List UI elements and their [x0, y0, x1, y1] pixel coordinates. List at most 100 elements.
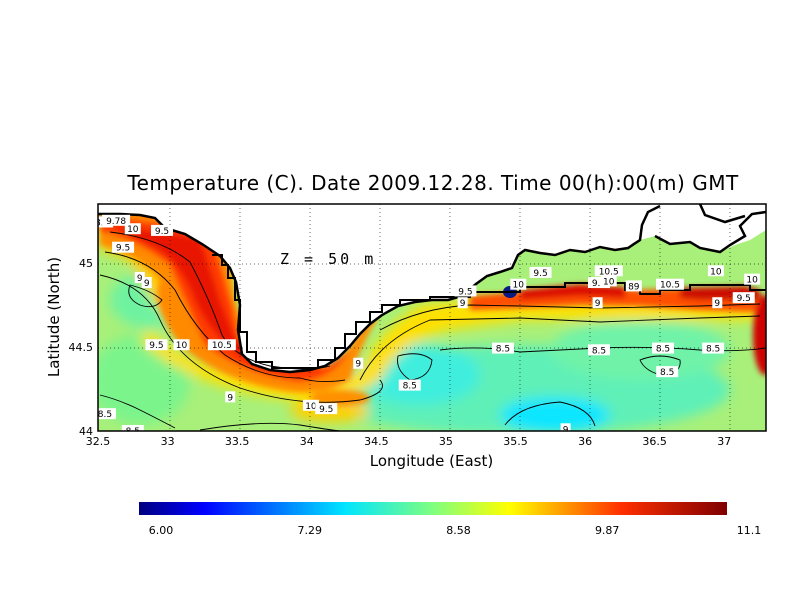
contour-label-text: 10 [305, 402, 317, 412]
colorbar-label: 6.00 [149, 524, 174, 537]
contour-9 [99, 274, 383, 403]
contour-label-bg [302, 399, 319, 411]
contour-label: 8.5 [652, 342, 675, 355]
x-tick-label: 36 [578, 435, 592, 448]
chart-title: Temperature (C). Date 2009.12.28. Time 0… [127, 171, 739, 195]
contour-label: 8.5 [98, 408, 116, 420]
coastline [98, 204, 661, 374]
y-tick-label: 44 [79, 425, 93, 438]
contour-label-bg [225, 391, 236, 403]
colorbar [139, 502, 727, 515]
contour-label-text: 10.5 [660, 281, 680, 291]
contour-label: 8.5 [491, 342, 514, 355]
contour-label: 8.5 [398, 379, 421, 392]
cool-east-band [550, 320, 730, 380]
contour-10 [109, 231, 331, 370]
contour-label: 9 [592, 297, 603, 309]
contour-label-text: 9 [460, 299, 466, 309]
contour-label: 8.5 [656, 366, 679, 378]
contour-label: 9.5 [145, 339, 168, 351]
contour-label-bg [145, 339, 168, 351]
contour-labels: 8.59.78109.59.5999.51010.598.58.5109.598… [98, 214, 761, 437]
y-tick-label: 45 [79, 257, 93, 270]
contour-label: 9.78 [102, 214, 131, 227]
warm-core-west [100, 215, 350, 382]
x-axis-label: Longitude (East) [369, 452, 494, 470]
cool-pool-south [500, 397, 610, 431]
contour-label-bg [173, 339, 190, 351]
contour-label-text: 9.5 [319, 405, 333, 415]
contour-label-bg [207, 339, 236, 351]
contour-label-bg [588, 277, 610, 289]
contour-label-bg [744, 273, 761, 285]
x-tick-label: 35 [439, 435, 453, 448]
contour-8.5-west [99, 394, 176, 429]
contour-label: 10 [744, 273, 761, 286]
contour-label: 9 [225, 391, 236, 403]
contour-label-text: 9 [137, 274, 143, 284]
contour-label-bg [134, 271, 145, 283]
contour-label-text: 9 [355, 360, 361, 370]
contour-label-bg [656, 366, 679, 378]
contour-8.5-loop [397, 353, 433, 381]
contour-label-text: 89 [628, 282, 640, 292]
contour-label-bg [454, 285, 477, 297]
contour-label: 9.5 [454, 285, 477, 297]
contour-label-text: 10.5 [212, 341, 232, 351]
colorbar-label: 9.87 [595, 524, 620, 537]
contour-label: 89 [625, 280, 642, 292]
colorbar-label: 7.29 [297, 524, 322, 537]
warm-core-inner [110, 225, 320, 371]
contour-9.5-rim [379, 303, 761, 331]
contour-label-text: 9.5 [533, 269, 547, 279]
contour-9.5 [104, 251, 346, 383]
contour-label-bg [510, 278, 527, 290]
contour-label-text: 8.5 [592, 346, 606, 356]
contour-label-text: 9.5 [149, 341, 163, 351]
contour-label-text: 9.5 [737, 294, 751, 304]
contour-label: 8.5 [121, 425, 144, 437]
contour-label-bg [655, 278, 684, 290]
contour-label: 10 [124, 223, 141, 235]
contour-label-text: 8.5 [126, 427, 140, 437]
contour-label-bg [652, 342, 675, 354]
contour-label-text: 10 [710, 267, 722, 277]
contour-label-text: 10 [513, 281, 525, 291]
x-tick-label: 36.5 [642, 435, 667, 448]
contour-label: 9.5 [529, 266, 552, 279]
contour-label-bg [592, 297, 603, 309]
contour-label-text: 8.5 [403, 382, 417, 392]
contour-label: 9 [560, 423, 571, 431]
y-tick-labels: 44 44.5 45 [69, 257, 94, 438]
contour-label: 10 [302, 399, 319, 412]
contour-label-bg [398, 379, 421, 391]
x-tick-label: 33.5 [225, 435, 250, 448]
contour-label-text: 9 [144, 279, 150, 289]
contour-label-text: 10.5 [599, 267, 619, 277]
contour-label: 9.5 [732, 292, 755, 304]
contour-label: 10 [510, 278, 527, 291]
coastline-kerch [654, 210, 766, 254]
contour-label-bg [600, 275, 617, 287]
contour-label-text: 9.78 [106, 217, 126, 227]
contour-label-bg [491, 342, 514, 354]
contour-label-bg [594, 265, 623, 277]
sea-field: 8.59.78109.59.5999.51010.598.58.5109.598… [98, 204, 766, 437]
contour-label-text: 10 [603, 277, 615, 287]
x-tick-label: 32.5 [86, 435, 111, 448]
contour-label-text: 8.5 [496, 345, 510, 355]
contour-label: 8.5 [588, 344, 610, 356]
plot-frame [97, 203, 767, 432]
contour-label: 10 [173, 339, 190, 351]
contour-label: 10 [600, 275, 617, 287]
contour-label: 10 [707, 265, 724, 277]
contour-label-bg [102, 214, 131, 226]
contour-label-text: 9.5 [155, 227, 169, 237]
contour-label-bg [98, 408, 116, 420]
contour-label-text: 10 [127, 225, 139, 235]
contour-label-bg [121, 425, 144, 431]
contour-label: 10.5 [655, 278, 684, 291]
contour-label: 10.5 [594, 265, 623, 277]
contour-label-text: 9.5 [592, 279, 606, 289]
